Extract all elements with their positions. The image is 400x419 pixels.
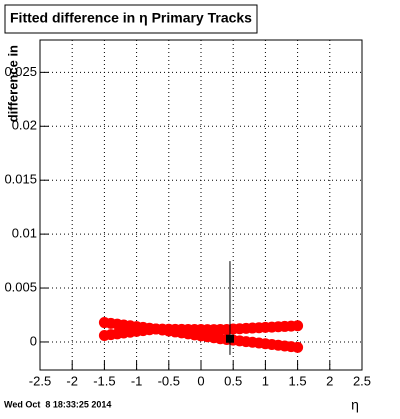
x-tick-label: 1.5 — [289, 373, 307, 388]
y-tick-label: 0.025 — [4, 64, 37, 79]
x-tick-label: -2.5 — [29, 373, 51, 388]
x-tick-label: 2 — [326, 373, 333, 388]
x-tick-label: 2.5 — [353, 373, 371, 388]
title-box — [4, 4, 258, 34]
y-tick-label: 0.02 — [12, 118, 37, 133]
x-axis-label: η — [351, 397, 359, 413]
plot-area — [98, 261, 304, 355]
x-tick-label: 1 — [262, 373, 269, 388]
footer: Wed Oct 8 18:33:25 2014 — [4, 399, 111, 409]
x-tick-label: -2 — [66, 373, 78, 388]
chart-title: Fitted difference in η Primary Tracks — [10, 10, 252, 26]
x-tick-label: -0.5 — [158, 373, 180, 388]
marker — [292, 320, 304, 332]
x-tick-label: 0 — [197, 373, 204, 388]
x-tick-label: -1 — [131, 373, 143, 388]
y-tick-label: 0.005 — [4, 279, 37, 294]
x-tick-label: -1.5 — [93, 373, 115, 388]
y-tick-label: 0.015 — [4, 172, 37, 187]
y-tick-label: 0 — [30, 333, 37, 348]
y-axis-label: difference in — [5, 45, 20, 122]
y-tick-label: 0.01 — [12, 226, 37, 241]
x-tick-label: 0.5 — [224, 373, 242, 388]
marker — [225, 334, 234, 343]
marker — [292, 341, 304, 353]
